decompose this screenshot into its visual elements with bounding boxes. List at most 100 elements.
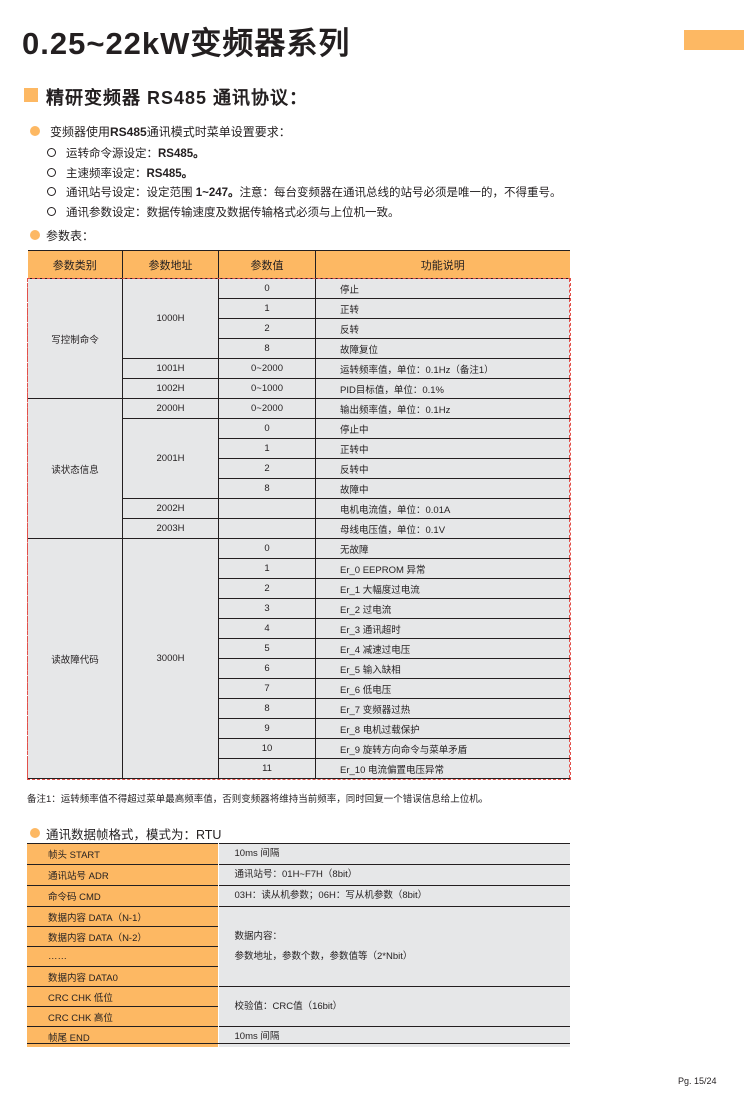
bullet-dot-icon bbox=[30, 126, 40, 136]
param-description: 母线电压值，单位：0.1V bbox=[315, 518, 570, 539]
param-description: Er_9 旋转方向命令与菜单矛盾 bbox=[315, 738, 570, 759]
table-row: 写控制命令 1000H 0 停止 bbox=[27, 278, 570, 399]
param-description: Er_10 电流偏置电压异常 bbox=[315, 758, 570, 779]
table-row: 2001H 0 停止中 bbox=[28, 418, 570, 499]
param-description: 无故障 bbox=[315, 538, 570, 559]
requirement-label: 通讯参数设定：数据传输速度及数据传输格式必须与上位机一致。 bbox=[66, 206, 400, 219]
bullet-dot-icon bbox=[30, 230, 40, 240]
param-description: 反转 bbox=[315, 318, 570, 339]
table-row: 1 正转 bbox=[28, 298, 570, 319]
param-value: 1 bbox=[218, 298, 316, 319]
column-header: 功能说明 bbox=[315, 250, 570, 279]
param-description: 故障复位 bbox=[315, 338, 570, 359]
frame-field: 数据内容 DATA0 bbox=[27, 966, 219, 987]
param-value: 11 bbox=[218, 758, 316, 779]
table-row: 1 正转中 bbox=[28, 438, 570, 459]
param-description: 故障中 bbox=[315, 478, 570, 499]
column-header: 参数地址 bbox=[122, 250, 219, 279]
param-description: Er_8 电机过载保护 bbox=[315, 718, 570, 739]
frame-field: 通讯站号 ADR bbox=[27, 864, 219, 886]
table-row: 1 Er_0 EEPROM 异常 bbox=[28, 558, 570, 579]
table-header-row: 参数类别 参数地址 参数值 功能说明 bbox=[27, 250, 570, 279]
param-description: PID目标值，单位：0.1% bbox=[315, 378, 570, 399]
frame-description-line: 10ms 间隔 bbox=[234, 1031, 280, 1042]
param-value: 0~2000 bbox=[218, 398, 316, 419]
param-value: 9 bbox=[218, 718, 316, 739]
frame-row: 帧头 START 10ms 间隔 bbox=[27, 843, 570, 865]
frame-row: 数据内容 DATA（N-1） 数据内容： 参数地址，参数个数，参数值等（2*Nbit… bbox=[27, 906, 570, 987]
frame-field: CRC CHK 高位 bbox=[27, 1006, 219, 1027]
table-row: 4 Er_3 通讯超时 bbox=[28, 618, 570, 639]
param-value bbox=[218, 498, 316, 519]
frame-description: 10ms 间隔 bbox=[218, 843, 570, 865]
requirement-item: 主速频率设定：RS485。 bbox=[66, 165, 193, 181]
heading-text: 通讯模式时菜单设置要求： bbox=[146, 125, 291, 139]
param-description: 运转频率值，单位：0.1Hz（备注1） bbox=[315, 358, 570, 379]
requirement-note: 注意：每台变频器在通讯总线的站号必须是唯一的，不得重号。 bbox=[239, 187, 562, 199]
param-value: 3 bbox=[218, 598, 316, 619]
param-category: 写控制命令 bbox=[27, 278, 123, 399]
table-row: 2003H 母线电压值，单位：0.1V bbox=[28, 518, 570, 539]
param-description: Er_3 通讯超时 bbox=[315, 618, 570, 639]
table-row: 5 Er_4 减速过电压 bbox=[28, 638, 570, 659]
table-row: 6 Er_5 输入缺相 bbox=[28, 658, 570, 679]
frame-field: 帧尾 END bbox=[27, 1026, 219, 1047]
param-description: Er_6 低电压 bbox=[315, 678, 570, 699]
frame-description-line: 通讯站号：01H~F7H（8bit） bbox=[234, 869, 358, 880]
requirement-value: 1~247。 bbox=[195, 187, 240, 199]
bullet-circle-icon bbox=[47, 206, 56, 216]
bullet-circle-icon bbox=[47, 167, 56, 177]
requirement-item: 通讯站号设定：设定范围 1~247。注意：每台变频器在通讯总线的站号必须是唯一的… bbox=[66, 184, 562, 200]
param-address: 2000H bbox=[122, 398, 219, 419]
table-row: 1002H 0~1000 PID目标值，单位：0.1% bbox=[28, 378, 570, 399]
requirement-item: 运转命令源设定：RS485。 bbox=[66, 145, 205, 161]
table-row: 读状态信息 2000H 0~2000 输出频率值，单位：0.1Hz bbox=[27, 398, 570, 539]
frame-row: CRC CHK 高位 bbox=[27, 1006, 570, 1027]
page-number: Pg. 15/24 bbox=[678, 1076, 717, 1086]
table-row: 10 Er_9 旋转方向命令与菜单矛盾 bbox=[28, 738, 570, 759]
frame-heading: 通讯数据帧格式，模式为：RTU bbox=[46, 828, 222, 842]
param-table-heading: 参数表： bbox=[46, 229, 95, 243]
table-bottom-rule bbox=[27, 1043, 570, 1044]
table-row: 8 故障复位 bbox=[28, 338, 570, 359]
frame-row: …… bbox=[27, 946, 570, 967]
param-value: 2 bbox=[218, 458, 316, 479]
requirement-label: 主速频率设定： bbox=[66, 167, 147, 180]
section-title: 精研变频器 RS485 通讯协议： bbox=[46, 88, 309, 108]
param-description: Er_4 减速过电压 bbox=[315, 638, 570, 659]
param-value: 5 bbox=[218, 638, 316, 659]
param-description: 正转中 bbox=[315, 438, 570, 459]
param-value: 7 bbox=[218, 678, 316, 699]
bullet-dot-icon bbox=[30, 828, 40, 838]
param-description: Er_7 变频器过热 bbox=[315, 698, 570, 719]
param-category: 读故障代码 bbox=[27, 538, 123, 779]
param-description: Er_1 大幅度过电流 bbox=[315, 578, 570, 599]
frame-description: 校验值：CRC值（16bit） bbox=[218, 986, 570, 1027]
param-description: 正转 bbox=[315, 298, 570, 319]
param-description: Er_0 EEPROM 异常 bbox=[315, 558, 570, 579]
param-value: 6 bbox=[218, 658, 316, 679]
frame-field: CRC CHK 低位 bbox=[27, 986, 219, 1007]
param-value: 0 bbox=[218, 418, 316, 439]
param-value: 0 bbox=[218, 538, 316, 559]
frame-row: 数据内容 DATA0 bbox=[27, 966, 570, 987]
param-address: 1002H bbox=[122, 378, 219, 399]
frame-row: 帧尾 END 10ms 间隔 bbox=[27, 1026, 570, 1047]
frame-description-line: 数据内容： bbox=[234, 930, 283, 942]
parameter-table: 参数类别 参数地址 参数值 功能说明 写控制命令 1000H 0 停止 1 正转 2 反转 8 故… bbox=[26, 250, 571, 780]
requirement-label: 通讯站号设定：设定范围 bbox=[66, 187, 196, 199]
section-tab-marker bbox=[684, 30, 744, 50]
table-row: 8 故障中 bbox=[28, 478, 570, 499]
param-value: 2 bbox=[218, 318, 316, 339]
frame-row: 命令码 CMD 03H：读从机参数；06H：写从机参数（8bit） bbox=[27, 885, 570, 907]
frame-format-table: 帧头 START 10ms 间隔 通讯站号 ADR 通讯站号：01H~F7H（8bit… bbox=[27, 843, 570, 1047]
bullet-circle-icon bbox=[47, 187, 56, 196]
param-value: 4 bbox=[218, 618, 316, 639]
table-row: 1001H 0~2000 运转频率值，单位：0.1Hz（备注1） bbox=[28, 358, 570, 379]
param-value: 1 bbox=[218, 438, 316, 459]
table-row: 2 反转中 bbox=[28, 458, 570, 479]
frame-row: 通讯站号 ADR 通讯站号：01H~F7H（8bit） bbox=[27, 864, 570, 886]
param-address: 2002H bbox=[122, 498, 219, 519]
param-address: 2001H bbox=[122, 418, 219, 499]
param-description: 停止中 bbox=[315, 418, 570, 439]
